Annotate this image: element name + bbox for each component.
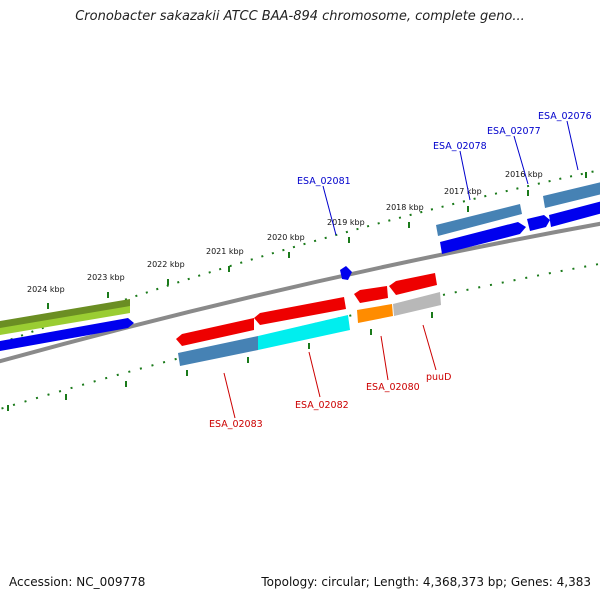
gene-arrow[interactable] [527,215,550,231]
genome-backbone [0,221,600,364]
gene-arrow[interactable] [258,315,350,350]
gene-label[interactable]: ESA_02080 [366,382,420,393]
gene-arrow[interactable] [340,266,352,280]
gene-label[interactable]: ESA_02082 [295,400,349,411]
gene-arrow[interactable] [176,318,254,346]
gene-label[interactable]: ESA_02078 [433,141,487,152]
gene-arrow[interactable] [0,299,130,332]
scale-label: 2018 kbp [386,203,424,212]
scale-label: 2017 kbp [444,187,482,196]
scale-label: 2019 kbp [327,218,365,227]
gene-arrow[interactable] [254,297,346,325]
gene-label[interactable]: ESA_02077 [487,126,541,137]
gene-label[interactable]: ESA_02083 [209,419,263,430]
outer-ruler-ticks [0,169,600,345]
gene-arrow[interactable] [549,199,600,227]
gene-label[interactable]: ESA_02081 [297,176,351,187]
gene-arrow[interactable] [436,204,522,236]
accession-text: Accession: NC_009778 [9,575,146,589]
scale-labels: 2016 kbp 2017 kbp 2018 kbp 2019 kbp 2020… [27,170,543,294]
gene-arrow[interactable] [393,292,441,316]
gene-arrow[interactable] [357,304,393,323]
gene-arrow[interactable] [178,336,258,366]
scale-label: 2023 kbp [87,273,125,282]
gene-arrow[interactable] [0,318,134,354]
gene-arrow[interactable] [0,306,130,338]
gene-arrow[interactable] [354,286,388,303]
forward-strand-genes [0,180,600,354]
reverse-strand-genes [176,273,441,366]
map-title: Cronobacter sakazakii ATCC BAA-894 chrom… [75,9,525,24]
scale-label: 2024 kbp [27,285,65,294]
gene-arrow[interactable] [543,180,600,208]
gene-arrow[interactable] [440,222,526,254]
scale-label: 2022 kbp [147,260,185,269]
scale-label: 2021 kbp [206,247,244,256]
gene-label[interactable]: puuD [426,372,451,383]
reverse-gene-labels: puuD ESA_02080 ESA_02082 ESA_02083 [209,324,451,430]
major-ticks [7,172,587,411]
gene-arrow[interactable] [389,273,437,295]
scale-label: 2016 kbp [505,170,543,179]
forward-gene-labels: ESA_02076 ESA_02077 ESA_02078 ESA_02081 [297,111,592,236]
summary-text: Topology: circular; Length: 4,368,373 bp… [261,575,591,589]
gene-label[interactable]: ESA_02076 [538,111,592,122]
scale-label: 2020 kbp [267,233,305,242]
